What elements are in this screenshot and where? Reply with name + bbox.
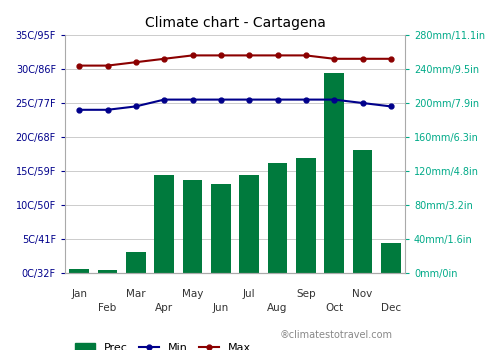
- Bar: [154, 175, 174, 273]
- Bar: [69, 269, 89, 273]
- Text: Feb: Feb: [98, 303, 116, 313]
- Text: Jun: Jun: [212, 303, 229, 313]
- Bar: [296, 158, 316, 273]
- Bar: [381, 243, 401, 273]
- Bar: [324, 73, 344, 273]
- Text: Mar: Mar: [126, 289, 146, 299]
- Bar: [352, 150, 372, 273]
- Text: Aug: Aug: [268, 303, 287, 313]
- Text: ®climatestotravel.com: ®climatestotravel.com: [280, 329, 393, 340]
- Bar: [211, 184, 231, 273]
- Bar: [98, 271, 117, 273]
- Bar: [126, 252, 146, 273]
- Legend: Prec, Min, Max: Prec, Min, Max: [70, 339, 255, 350]
- Text: Apr: Apr: [155, 303, 173, 313]
- Text: Dec: Dec: [381, 303, 401, 313]
- Text: May: May: [182, 289, 203, 299]
- Text: Sep: Sep: [296, 289, 316, 299]
- Bar: [268, 162, 287, 273]
- Text: Oct: Oct: [325, 303, 343, 313]
- Text: Nov: Nov: [352, 289, 372, 299]
- Text: Jul: Jul: [243, 289, 256, 299]
- Text: Jan: Jan: [71, 289, 87, 299]
- Bar: [240, 175, 259, 273]
- Bar: [182, 180, 203, 273]
- Title: Climate chart - Cartagena: Climate chart - Cartagena: [144, 16, 326, 30]
